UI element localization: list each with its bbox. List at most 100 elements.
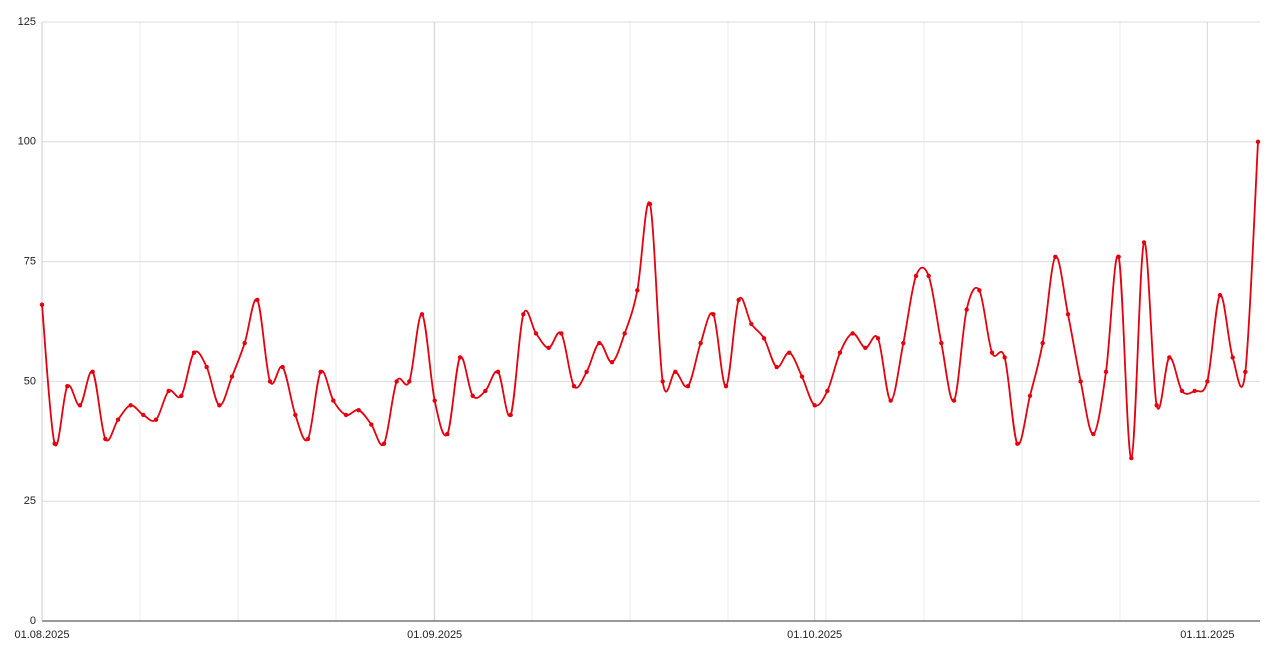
data-point — [293, 412, 298, 418]
data-point — [65, 383, 70, 389]
y-tick-label: 100 — [18, 136, 36, 148]
data-point — [761, 336, 767, 341]
data-point — [584, 369, 589, 375]
data-point — [1217, 292, 1223, 298]
data-point — [52, 441, 57, 446]
data-point — [457, 355, 463, 360]
data-point — [1179, 388, 1185, 394]
data-point — [774, 364, 779, 370]
data-point — [837, 350, 843, 355]
data-point — [1103, 369, 1109, 375]
data-point — [229, 374, 235, 379]
data-point — [394, 379, 399, 384]
data-point — [267, 379, 273, 384]
data-point — [635, 288, 640, 293]
data-point — [1192, 388, 1197, 394]
data-point — [280, 364, 285, 370]
data-point — [546, 345, 551, 351]
y-tick-label: 25 — [24, 495, 36, 507]
data-point — [964, 307, 969, 312]
x-tick-label: 01.09.2025 — [407, 629, 462, 641]
x-tick-label: 01.08.2025 — [14, 629, 69, 641]
data-point — [141, 412, 146, 418]
data-point — [115, 417, 121, 422]
data-point — [901, 340, 906, 346]
data-point — [863, 345, 868, 351]
data-point — [128, 403, 133, 408]
y-tick-label: 50 — [24, 375, 36, 387]
data-point — [736, 297, 741, 303]
data-point — [698, 340, 703, 346]
data-point — [723, 383, 729, 389]
data-point — [597, 340, 602, 346]
data-point — [1116, 254, 1121, 260]
data-point — [812, 403, 817, 408]
data-point — [483, 388, 488, 394]
data-point — [1205, 379, 1210, 384]
data-point — [305, 436, 311, 442]
data-point — [521, 312, 526, 317]
data-point — [381, 441, 387, 446]
data-point — [1091, 431, 1096, 437]
data-point — [217, 403, 222, 408]
y-tick-label: 125 — [18, 16, 36, 28]
data-line — [41, 141, 1259, 459]
data-point — [166, 388, 171, 394]
x-tick-label: 01.11.2025 — [1180, 629, 1234, 641]
data-point — [559, 331, 564, 336]
data-point — [1129, 455, 1134, 461]
data-point — [850, 331, 855, 336]
x-tick-label: 01.10.2025 — [787, 629, 842, 641]
data-point — [660, 379, 665, 384]
data-point — [419, 312, 425, 317]
data-point — [888, 398, 893, 403]
data-point — [711, 312, 716, 317]
data-point — [445, 431, 450, 437]
data-point — [77, 403, 83, 408]
data-point — [875, 336, 881, 341]
data-point — [1154, 403, 1159, 408]
data-point — [255, 297, 260, 303]
data-point — [939, 340, 944, 346]
data-point — [787, 350, 792, 355]
data-point — [153, 417, 159, 422]
data-point — [318, 369, 323, 375]
data-point — [989, 350, 995, 355]
data-point — [1078, 379, 1083, 384]
data-point — [1053, 254, 1058, 260]
data-point — [749, 321, 754, 327]
data-point — [1027, 393, 1033, 398]
data-point — [926, 273, 931, 279]
y-tick-label: 75 — [24, 256, 36, 268]
data-point — [1002, 355, 1007, 360]
data-point — [1040, 340, 1045, 346]
data-point — [825, 388, 830, 394]
data-point — [1015, 441, 1020, 446]
data-point — [90, 369, 95, 375]
data-point — [1243, 369, 1248, 375]
data-point — [369, 422, 374, 427]
data-point — [799, 374, 805, 379]
data-point — [331, 398, 336, 403]
data-point — [495, 369, 501, 375]
data-point — [1255, 139, 1261, 144]
data-point — [432, 398, 437, 403]
data-point — [343, 412, 349, 418]
data-point — [242, 340, 247, 346]
data-point — [407, 379, 412, 384]
data-point — [356, 407, 361, 413]
data-point — [622, 331, 627, 336]
data-point — [685, 383, 691, 389]
data-point — [1230, 355, 1235, 360]
data-point — [508, 412, 513, 418]
y-tick-label: 0 — [30, 615, 36, 627]
data-point — [470, 393, 475, 398]
data-point — [647, 201, 653, 207]
data-point — [977, 288, 982, 293]
data-point — [609, 360, 615, 365]
data-point — [204, 364, 209, 370]
data-point — [103, 436, 108, 442]
data-point — [1141, 240, 1147, 245]
